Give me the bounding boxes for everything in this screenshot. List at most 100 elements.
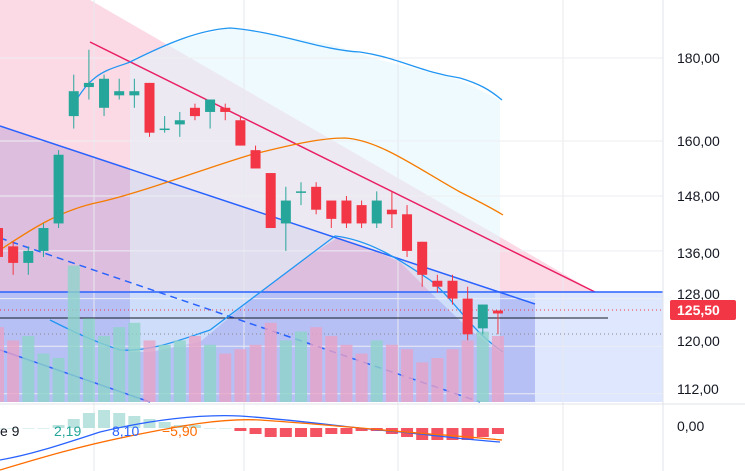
candle-body: [83, 82, 94, 88]
candle-body: [8, 246, 19, 263]
volume-bar: [446, 349, 459, 402]
candle-body: [159, 128, 170, 131]
volume-bar: [143, 340, 156, 402]
macd-histogram-bar: [295, 428, 307, 437]
indicator-value-histogram: 2,19: [54, 423, 81, 439]
candle-body: [341, 200, 352, 224]
volume-bar: [173, 340, 186, 402]
macd-histogram-bar: [98, 410, 111, 428]
candle-body: [402, 214, 413, 251]
macd-histogram-bar: [22, 428, 35, 429]
current-price-label: 125,50: [677, 302, 720, 318]
candle-body: [114, 91, 125, 96]
macd-histogram-bar: [264, 428, 277, 437]
volume-bar: [249, 344, 262, 402]
candle-body: [492, 310, 503, 314]
macd-histogram-bar: [476, 428, 489, 437]
candle-body: [432, 280, 443, 287]
candle-body: [477, 304, 488, 329]
macd-histogram-bar: [188, 425, 201, 428]
volume-bar: [325, 336, 338, 402]
price-axis[interactable]: 180,00 160,00 148,00 136,00 128,00 125,5…: [670, 50, 736, 434]
macd-histogram: [0, 410, 504, 440]
price-label-160: 160,00: [677, 133, 720, 149]
macd-histogram-bar: [0, 428, 4, 429]
volume-bar: [340, 344, 353, 402]
macd-histogram-bar: [82, 413, 95, 428]
indicator-value-macd: 8,10: [112, 423, 139, 439]
macd-histogram-bar: [355, 428, 368, 431]
macd-indicator-pane[interactable]: e 9 2,19 8,10 −5,90: [0, 410, 504, 471]
macd-histogram-bar: [249, 428, 262, 434]
candle-body: [174, 120, 185, 125]
macd-histogram-bar: [491, 428, 504, 434]
candle-body: [99, 78, 110, 108]
volume-bar: [7, 340, 20, 402]
volume-bar: [22, 336, 35, 402]
candle-body: [356, 205, 367, 224]
macd-histogram-bar: [67, 419, 80, 428]
volume-bars: [0, 265, 504, 402]
channel-dashed-line: [0, 237, 481, 403]
candle-body: [205, 99, 216, 112]
volume-bar: [113, 327, 126, 402]
volume-bar: [37, 353, 50, 402]
volume-bar: [234, 349, 247, 402]
bollinger-upper-band: [69, 27, 503, 113]
candle-body: [326, 200, 337, 219]
volume-bar: [128, 322, 141, 402]
macd-histogram-bar: [52, 425, 65, 428]
candle-body: [220, 107, 231, 112]
volume-bar: [204, 344, 217, 402]
volume-bar: [158, 344, 171, 402]
candlesticks: [0, 49, 503, 341]
candle-body: [311, 186, 322, 210]
candle-body: [447, 280, 458, 299]
candle-body: [129, 91, 140, 96]
macd-histogram-bar: [37, 428, 50, 429]
candle-body: [265, 173, 276, 229]
price-label-148: 148,00: [677, 188, 720, 204]
volume-bar: [98, 336, 111, 402]
volume-bar: [476, 331, 489, 402]
indicator-name: e 9: [0, 423, 20, 439]
volume-bar: [310, 327, 323, 402]
macd-histogram-bar: [204, 428, 217, 429]
candle-body: [0, 228, 3, 257]
candle-body: [68, 91, 79, 117]
bollinger-basis-line: [0, 137, 504, 251]
price-label-120: 120,00: [677, 333, 720, 349]
indicator-value-signal: −5,90: [162, 423, 198, 439]
volume-bar: [188, 336, 201, 402]
volume-bar: [491, 336, 504, 402]
volume-bar: [431, 358, 444, 402]
macd-histogram-bar: [113, 413, 126, 428]
candle-body: [235, 120, 246, 146]
volume-bar: [370, 340, 383, 402]
volume-bar: [385, 344, 398, 402]
candle-body: [462, 298, 473, 335]
volume-bar: [52, 358, 65, 402]
price-label-136: 136,00: [677, 245, 720, 261]
volume-bar: [67, 265, 80, 402]
volume-bar: [219, 353, 232, 402]
volume-bar: [416, 362, 429, 402]
candle-body: [23, 250, 34, 263]
candle-body: [53, 154, 64, 224]
signal-line: [0, 419, 503, 471]
channel-upper-line: [89, 41, 596, 293]
candle-body: [250, 150, 261, 169]
volume-bar: [295, 331, 307, 402]
candle-body: [417, 241, 428, 275]
macd-histogram-bar: [234, 428, 247, 431]
macd-histogram-bar: [279, 428, 292, 437]
macd-histogram-bar: [310, 428, 323, 437]
volume-bar: [279, 340, 292, 402]
blue-zone-extension: [535, 292, 663, 402]
volume-bar: [461, 340, 474, 402]
current-price-badge: [670, 300, 736, 320]
price-label-180: 180,00: [677, 50, 720, 66]
indicator-zero-label: 0,00: [677, 418, 704, 434]
candle-body: [386, 209, 397, 215]
